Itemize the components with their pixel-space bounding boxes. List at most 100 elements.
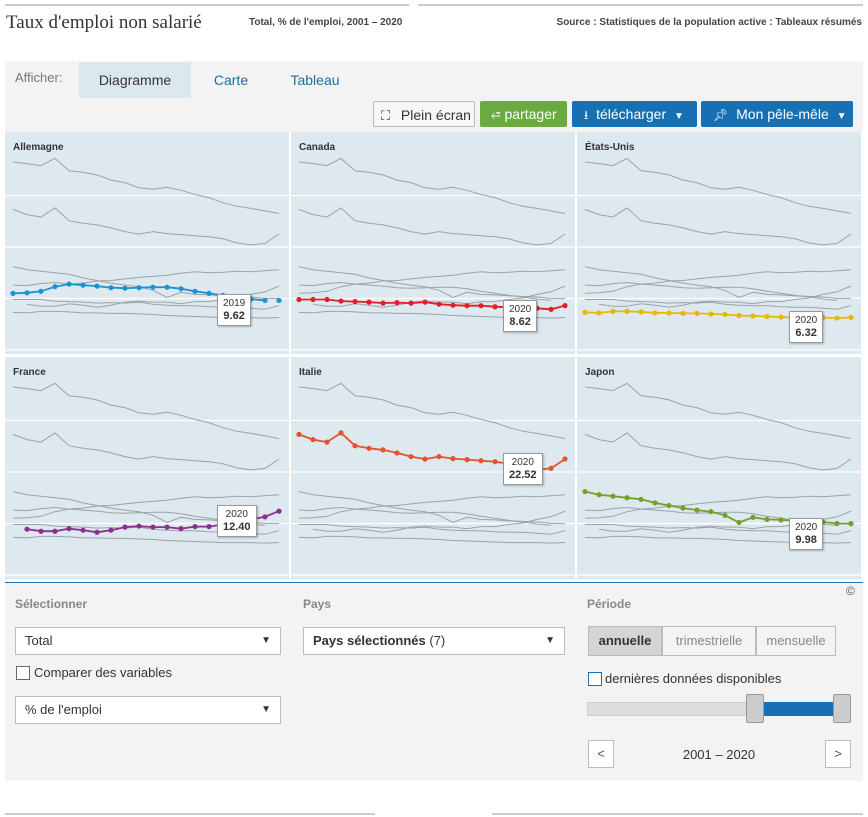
- period-quarterly-button[interactable]: trimestrielle: [662, 626, 756, 656]
- data-point-japon-2013[interactable]: [750, 514, 756, 520]
- data-point-france-2002[interactable]: [24, 526, 30, 532]
- data-point-canada-2003[interactable]: [324, 296, 330, 303]
- data-point-france-2014[interactable]: [192, 523, 198, 530]
- data-point-italie-2010[interactable]: [422, 456, 428, 462]
- data-point-japon-2007[interactable]: [666, 502, 672, 509]
- data-point-canada-2005[interactable]: [352, 298, 358, 305]
- data-point-etats-unis-2007[interactable]: [666, 310, 672, 316]
- data-point-japon-2006[interactable]: [652, 500, 658, 506]
- data-point-canada-2008[interactable]: [394, 300, 400, 306]
- data-point-france-2020[interactable]: [276, 508, 282, 514]
- data-point-france-2005[interactable]: [66, 526, 72, 532]
- copyright-icon[interactable]: ©: [846, 584, 855, 598]
- data-point-japon-2014[interactable]: [764, 516, 770, 522]
- data-point-japon-2010[interactable]: [708, 509, 714, 515]
- data-point-france-2019[interactable]: [262, 514, 268, 520]
- share-button[interactable]: ⭀ partager: [480, 101, 567, 127]
- data-point-japon-2015[interactable]: [778, 517, 784, 523]
- data-point-japon-2002[interactable]: [596, 492, 602, 498]
- data-point-canada-2015[interactable]: [492, 304, 498, 310]
- data-point-france-2007[interactable]: [94, 529, 100, 535]
- data-point-canada-2001[interactable]: [296, 296, 302, 303]
- data-point-italie-2007[interactable]: [380, 447, 386, 453]
- period-monthly-button[interactable]: mensuelle: [756, 626, 836, 656]
- myqueue-button[interactable]: 📌︎ Mon pêle-mêle ▼: [701, 101, 853, 127]
- unit-select[interactable]: % de l'emploi ▼: [15, 696, 281, 724]
- data-point-allemagne-2003[interactable]: [38, 288, 44, 294]
- data-point-canada-2009[interactable]: [408, 300, 414, 306]
- data-point-canada-2013[interactable]: [464, 303, 470, 309]
- data-point-canada-2020[interactable]: [562, 303, 568, 309]
- period-slider-end-handle[interactable]: [833, 694, 851, 723]
- data-point-france-2006[interactable]: [80, 527, 86, 533]
- data-point-france-2011[interactable]: [150, 524, 156, 530]
- data-point-etats-unis-2008[interactable]: [680, 310, 686, 317]
- data-point-canada-2011[interactable]: [436, 301, 442, 307]
- data-point-italie-2015[interactable]: [492, 459, 498, 465]
- data-point-canada-2012[interactable]: [450, 302, 456, 308]
- data-point-etats-unis-2003[interactable]: [610, 308, 616, 314]
- variable-select[interactable]: Total ▼: [15, 627, 281, 655]
- data-point-etats-unis-2004[interactable]: [624, 308, 630, 314]
- data-point-canada-2014[interactable]: [478, 303, 484, 309]
- data-point-japon-2019[interactable]: [834, 520, 840, 527]
- data-point-italie-2001[interactable]: [296, 431, 302, 438]
- data-point-france-2009[interactable]: [122, 524, 128, 530]
- data-point-allemagne-2019[interactable]: [262, 297, 268, 304]
- data-point-japon-2001[interactable]: [582, 488, 588, 495]
- data-point-etats-unis-2001[interactable]: [582, 309, 588, 316]
- data-point-etats-unis-2014[interactable]: [764, 313, 770, 320]
- compare-checkbox[interactable]: [16, 666, 30, 680]
- data-point-japon-2020[interactable]: [848, 521, 854, 527]
- tab-diagramme[interactable]: Diagramme: [79, 62, 191, 98]
- data-point-allemagne-2014[interactable]: [192, 288, 198, 294]
- data-point-japon-2005[interactable]: [638, 496, 644, 502]
- data-point-etats-unis-2011[interactable]: [722, 311, 728, 318]
- data-point-france-2010[interactable]: [136, 523, 142, 529]
- data-point-canada-2019[interactable]: [548, 306, 554, 312]
- data-point-allemagne-2012[interactable]: [164, 284, 170, 290]
- data-point-france-2008[interactable]: [108, 527, 114, 533]
- source-link[interactable]: Source : Statistiques de la population a…: [556, 17, 862, 28]
- data-point-etats-unis-2019[interactable]: [834, 315, 840, 321]
- period-prev-button[interactable]: <: [588, 740, 614, 768]
- fullscreen-button[interactable]: ⛶ Plein écran: [373, 101, 475, 127]
- data-point-italie-2011[interactable]: [436, 453, 442, 460]
- tab-carte[interactable]: Carte: [213, 72, 249, 88]
- data-point-etats-unis-2020[interactable]: [848, 314, 854, 321]
- data-point-italie-2019[interactable]: [548, 465, 554, 471]
- period-next-button[interactable]: >: [825, 740, 851, 768]
- latest-data-checkbox[interactable]: [588, 672, 602, 686]
- data-point-etats-unis-2006[interactable]: [652, 310, 658, 316]
- data-point-france-2012[interactable]: [164, 524, 170, 530]
- data-point-allemagne-latest[interactable]: [276, 297, 282, 304]
- data-point-italie-2020[interactable]: [562, 456, 568, 462]
- data-point-etats-unis-2010[interactable]: [708, 311, 714, 317]
- data-point-allemagne-2013[interactable]: [178, 286, 184, 292]
- data-point-allemagne-2009[interactable]: [122, 285, 128, 291]
- data-point-allemagne-2007[interactable]: [94, 283, 100, 289]
- data-point-etats-unis-2015[interactable]: [778, 314, 784, 320]
- data-point-etats-unis-2012[interactable]: [736, 312, 742, 319]
- data-point-allemagne-2002[interactable]: [24, 290, 30, 296]
- data-point-france-2003[interactable]: [38, 528, 44, 534]
- data-point-canada-2007[interactable]: [380, 300, 386, 306]
- data-point-canada-2010[interactable]: [422, 299, 428, 305]
- data-point-japon-2011[interactable]: [722, 512, 728, 518]
- data-point-etats-unis-2009[interactable]: [694, 310, 700, 317]
- data-point-etats-unis-2005[interactable]: [638, 309, 644, 315]
- data-point-allemagne-2011[interactable]: [150, 284, 156, 290]
- data-point-allemagne-2005[interactable]: [66, 281, 72, 287]
- period-annual-button[interactable]: annuelle: [588, 626, 662, 656]
- data-point-italie-2014[interactable]: [478, 458, 484, 464]
- data-point-japon-2008[interactable]: [680, 505, 686, 511]
- data-point-allemagne-2004[interactable]: [52, 284, 58, 290]
- data-point-italie-2012[interactable]: [450, 456, 456, 462]
- period-slider-start-handle[interactable]: [746, 694, 764, 723]
- data-point-allemagne-2015[interactable]: [206, 290, 212, 296]
- tab-tableau[interactable]: Tableau: [290, 72, 340, 88]
- data-point-canada-2004[interactable]: [338, 298, 344, 304]
- data-point-allemagne-2008[interactable]: [108, 285, 114, 291]
- data-point-japon-2009[interactable]: [694, 507, 700, 513]
- data-point-etats-unis-2002[interactable]: [596, 310, 602, 316]
